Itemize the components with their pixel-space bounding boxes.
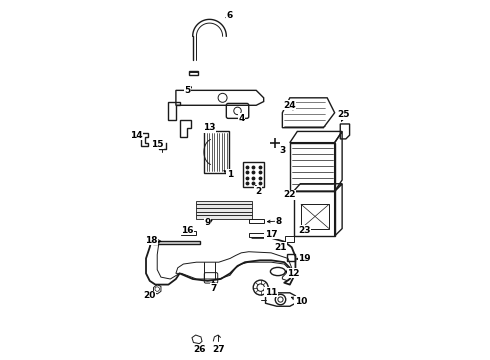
Polygon shape — [196, 204, 252, 208]
Text: 3: 3 — [279, 145, 286, 154]
Polygon shape — [153, 240, 200, 244]
Bar — [204, 131, 229, 172]
Text: 9: 9 — [204, 219, 211, 228]
Text: 2: 2 — [255, 187, 261, 196]
Text: 19: 19 — [298, 254, 311, 263]
Text: 10: 10 — [295, 297, 307, 306]
Text: 26: 26 — [193, 346, 206, 355]
Text: 23: 23 — [298, 226, 311, 235]
Text: 8: 8 — [275, 217, 282, 226]
Text: 12: 12 — [287, 269, 300, 278]
Text: 11: 11 — [265, 288, 277, 297]
Text: 27: 27 — [212, 346, 224, 355]
Polygon shape — [196, 201, 252, 204]
Text: 16: 16 — [181, 226, 194, 235]
Polygon shape — [196, 212, 252, 216]
Bar — [285, 236, 294, 242]
Bar — [301, 204, 329, 229]
Bar — [287, 254, 295, 261]
Text: 25: 25 — [338, 110, 350, 119]
Text: 18: 18 — [145, 236, 157, 245]
Polygon shape — [196, 216, 252, 219]
Text: 7: 7 — [210, 284, 217, 293]
Text: 13: 13 — [203, 123, 216, 132]
Text: 6: 6 — [227, 11, 233, 20]
Text: 24: 24 — [283, 101, 295, 110]
Text: 14: 14 — [130, 131, 142, 140]
Text: 5: 5 — [184, 86, 190, 95]
Text: 15: 15 — [151, 140, 164, 149]
Bar — [243, 162, 264, 188]
Bar — [189, 71, 197, 75]
Text: 21: 21 — [274, 243, 287, 252]
Text: 1: 1 — [227, 170, 233, 179]
Text: 20: 20 — [144, 291, 156, 300]
Text: 17: 17 — [265, 230, 277, 239]
Polygon shape — [196, 208, 252, 212]
Text: 4: 4 — [238, 114, 245, 123]
Text: 22: 22 — [283, 190, 295, 199]
